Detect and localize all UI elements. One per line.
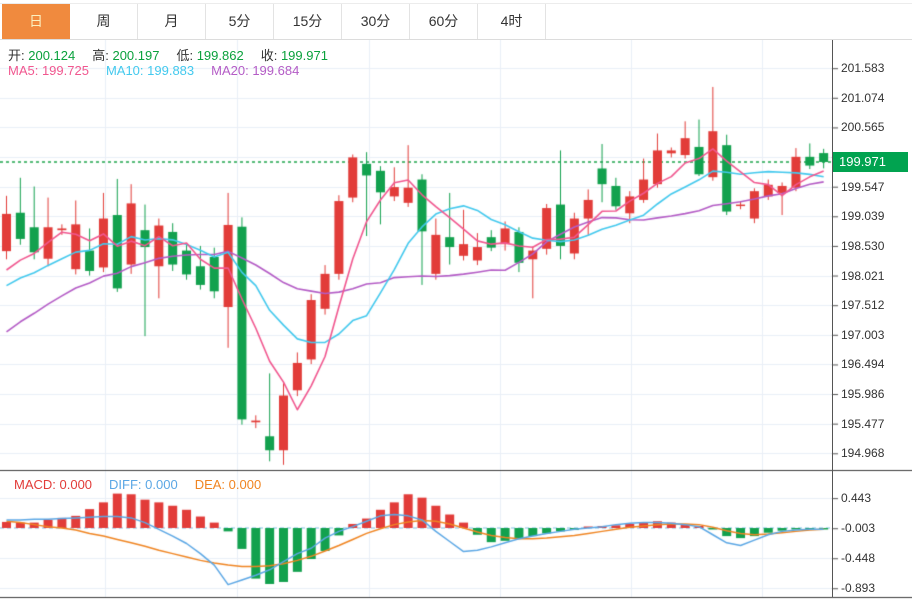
macd-axis-label: -0.003	[841, 521, 876, 536]
timeframe-tab-bar: 日周月 5分 15分 30分 60分 4时	[0, 3, 912, 40]
price-axis-label: 197.512	[841, 298, 885, 313]
price-axis-label: 198.530	[841, 238, 885, 253]
price-axis-label: 199.547	[841, 179, 885, 194]
macd-axis-label: -0.448	[841, 551, 876, 566]
ma20-value: MA20: 199.684	[211, 63, 300, 78]
dea-value: DEA: 0.000	[194, 477, 262, 492]
ma5-value: MA5: 199.725	[8, 63, 89, 78]
price-axis-label: 200.565	[841, 120, 885, 135]
tab-60min[interactable]: 60分	[410, 4, 478, 39]
tab-5min[interactable]: 5分	[206, 4, 274, 39]
close-value: 收: 199.971	[260, 48, 328, 63]
macd-axis-label: -0.893	[841, 581, 876, 596]
tab-30min[interactable]: 30分	[342, 4, 410, 39]
price-axis-label: 195.477	[841, 416, 885, 431]
tab-4hour[interactable]: 4时	[478, 4, 546, 39]
axis-line	[832, 38, 833, 597]
macd-row: MACD: 0.000 DIFF: 0.000 DEA: 0.000	[14, 477, 278, 492]
price-axis-label: 194.968	[841, 446, 885, 461]
diff-value: DIFF: 0.000	[109, 477, 178, 492]
high-value: 高: 200.197	[92, 48, 160, 63]
price-axis-label: 201.074	[841, 90, 885, 105]
macd-axis-label: 0.443	[841, 491, 872, 506]
price-axis-label: 201.583	[841, 61, 885, 76]
price-axis-label: 195.986	[841, 387, 885, 402]
tab-day[interactable]: 日	[2, 4, 70, 39]
current-price-tag: 199.971	[833, 152, 908, 172]
price-axis-label: 198.021	[841, 268, 885, 283]
ohlc-row: 开: 200.124 高: 200.197 低: 199.862 收: 199.971	[8, 45, 345, 64]
tab-15min[interactable]: 15分	[274, 4, 342, 39]
open-value: 开: 200.124	[8, 48, 76, 63]
macd-value: MACD: 0.000	[14, 477, 93, 492]
ma-row: MA5: 199.725 MA10: 199.883 MA20: 199.684	[8, 63, 316, 78]
tab-month[interactable]: 月	[138, 4, 206, 39]
ma10-value: MA10: 199.883	[105, 63, 195, 78]
low-value: 低: 199.862	[176, 48, 244, 63]
tab-week[interactable]: 周	[70, 4, 138, 39]
price-axis-label: 196.494	[841, 357, 885, 372]
price-axis-label: 199.039	[841, 209, 885, 224]
price-axis-label: 197.003	[841, 327, 885, 342]
